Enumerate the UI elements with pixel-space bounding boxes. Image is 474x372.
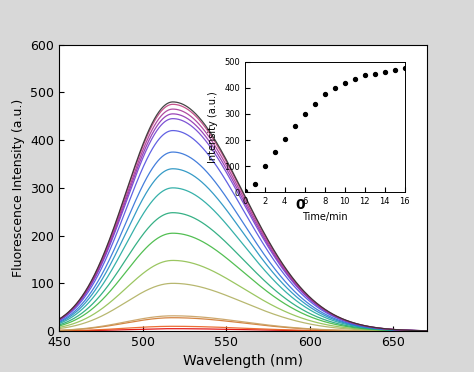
Point (271, 149, 279, 155)
Point (311, 100, 319, 106)
Point (241, 188, 248, 194)
Point (281, 136, 289, 142)
Point (391, 67, 398, 73)
Text: 0: 0 (295, 198, 305, 212)
Point (261, 163, 269, 169)
X-axis label: Wavelength (nm): Wavelength (nm) (183, 355, 303, 369)
Text: 16 min: 16 min (273, 131, 327, 145)
Point (361, 73, 368, 78)
Point (371, 71, 378, 77)
Y-axis label: Fluorescence Intensity (a.u.): Fluorescence Intensity (a.u.) (12, 99, 25, 277)
Point (321, 92, 328, 97)
Point (251, 182, 258, 187)
Point (341, 80, 348, 86)
X-axis label: Time/min: Time/min (302, 212, 347, 222)
Point (351, 76, 358, 82)
Point (401, 65, 409, 71)
Point (291, 123, 299, 129)
Y-axis label: Intensity (a.u.): Intensity (a.u.) (209, 91, 219, 163)
Point (381, 69, 388, 75)
Point (301, 111, 309, 117)
Point (331, 85, 338, 91)
